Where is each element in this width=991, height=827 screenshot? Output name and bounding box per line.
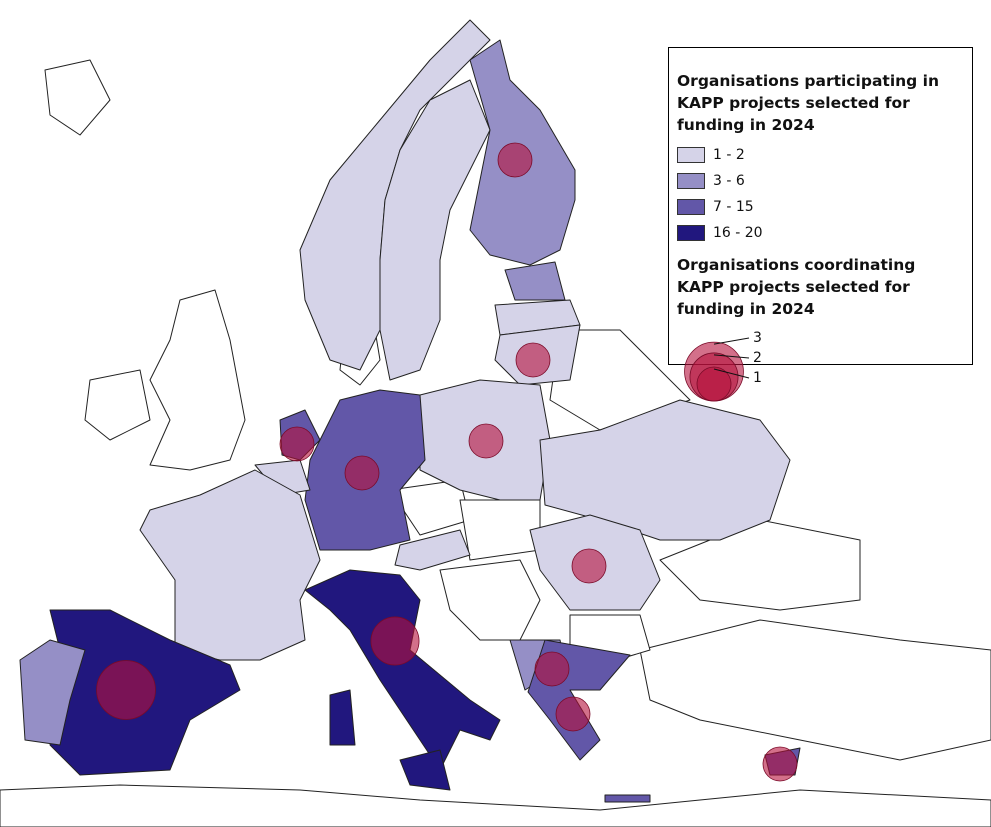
legend-swatch	[677, 199, 705, 215]
size-legend: 3 2 1	[684, 330, 762, 402]
size-legend-circle	[696, 366, 732, 402]
legend: Organisations participating in KAPP proj…	[668, 47, 973, 402]
legend-item: 1 - 2	[677, 142, 964, 168]
country	[379, 79, 491, 381]
country	[539, 399, 791, 541]
coordinator-bubble	[762, 746, 798, 782]
coordinator-bubble	[96, 660, 156, 720]
coordinator-bubble	[279, 426, 315, 462]
coordinator-bubble	[370, 616, 420, 666]
country	[329, 689, 356, 746]
legend-classes: 1 - 2 3 - 6 7 - 15 16 - 20	[677, 142, 964, 246]
coordinator-bubble	[497, 142, 533, 178]
legend-label: 3 - 6	[713, 173, 745, 189]
country	[0, 784, 991, 827]
coordinator-bubble	[468, 423, 504, 459]
country	[394, 529, 471, 571]
size-legend-leader	[713, 337, 750, 345]
country	[44, 59, 111, 136]
legend-title: Organisations coordinating KAPP projects…	[677, 256, 916, 318]
country	[639, 619, 991, 761]
country	[304, 569, 501, 771]
country	[19, 639, 86, 746]
size-legend-leader	[713, 368, 750, 379]
coordinator-bubble	[344, 455, 380, 491]
legend-item: 7 - 15	[677, 194, 964, 220]
legend-title: Organisations participating in KAPP proj…	[677, 72, 940, 134]
legend-item: 3 - 6	[677, 168, 964, 194]
legend-swatch	[677, 147, 705, 163]
legend-swatch	[677, 173, 705, 189]
legend-label: 16 - 20	[713, 225, 763, 241]
country	[84, 369, 151, 441]
size-legend-label: 2	[753, 350, 762, 366]
coordinator-bubble	[515, 342, 551, 378]
country	[299, 19, 491, 371]
legend-item: 16 - 20	[677, 220, 964, 246]
legend-label: 1 - 2	[713, 147, 745, 163]
country	[399, 749, 451, 791]
size-legend-label: 1	[753, 370, 762, 386]
coordinator-bubble	[571, 548, 607, 584]
legend-label: 7 - 15	[713, 199, 754, 215]
country	[149, 289, 246, 471]
size-legend-leader	[713, 354, 750, 359]
coordinator-bubble	[534, 651, 570, 687]
country	[439, 559, 541, 641]
country	[139, 469, 321, 661]
coordinator-bubble	[555, 696, 591, 732]
size-legend-label: 3	[753, 330, 762, 346]
legend-swatch	[677, 225, 705, 241]
country	[604, 794, 651, 803]
country	[504, 261, 566, 301]
country	[459, 499, 541, 561]
